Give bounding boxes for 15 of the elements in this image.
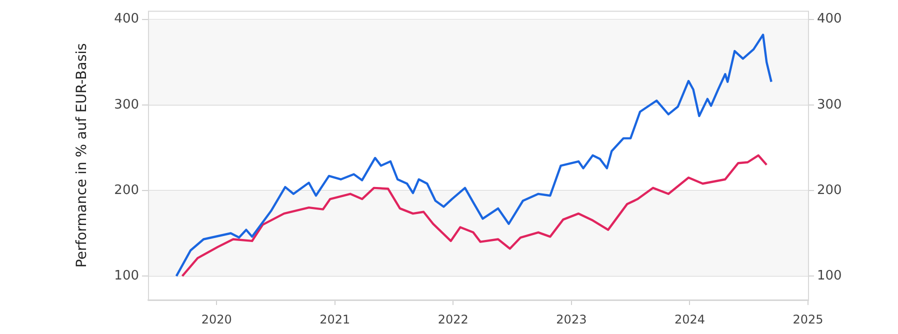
y-tick-label: 300: [114, 97, 139, 112]
y2-tick-label: 300: [817, 97, 842, 112]
y2-tick-label: 400: [817, 12, 842, 27]
x-tick-label: 2025: [792, 312, 824, 326]
y-tick-label: 400: [114, 12, 139, 27]
y2-tick-label: 100: [817, 268, 842, 284]
x-tick-label: 2022: [438, 312, 468, 326]
y-axis-title: Performance in % auf EUR-Basis: [74, 43, 90, 268]
x-tick-label: 2021: [320, 312, 350, 326]
x-tick-label: 2020: [201, 312, 232, 326]
y2-tick-label: 200: [817, 182, 842, 198]
y-tick-label: 100: [114, 268, 139, 284]
x-tick-label: 2023: [556, 312, 587, 326]
x-tick-label: 2024: [674, 312, 705, 326]
y-tick-label: 200: [114, 182, 139, 198]
